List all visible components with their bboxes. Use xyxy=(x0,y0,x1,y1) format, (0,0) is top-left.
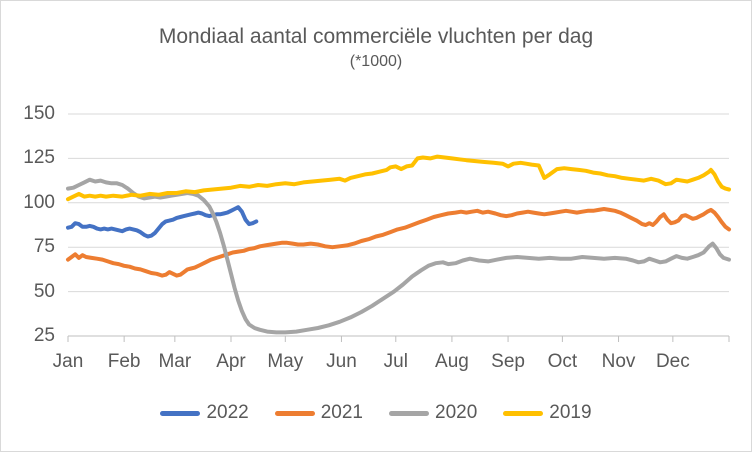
legend-label-2021: 2021 xyxy=(320,402,363,423)
series-line-2022 xyxy=(66,205,259,239)
chart-title: Mondiaal aantal commerciële vluchten per… xyxy=(158,25,594,48)
series-line-2021 xyxy=(66,207,731,278)
legend-item-2021: 2021 xyxy=(274,402,363,424)
x-tick-label-apr: Apr xyxy=(216,351,246,372)
x-tick-label-may: May xyxy=(267,351,304,372)
x-tick-label-nov: Nov xyxy=(601,351,636,372)
legend-swatch-2020 xyxy=(389,410,429,416)
legend-item-2019: 2019 xyxy=(503,402,592,424)
y-tick-label: 125 xyxy=(23,147,55,169)
x-tick-label-oct: Oct xyxy=(547,351,578,372)
legend-item-2022: 2022 xyxy=(160,402,249,424)
chart-subtitle: (*1000) xyxy=(349,53,403,70)
legend-label-2019: 2019 xyxy=(549,402,592,423)
x-tick-label-mar: Mar xyxy=(158,351,192,372)
legend-swatch-2021 xyxy=(274,410,315,416)
legend-swatch-2019 xyxy=(503,410,544,416)
y-tick-label: 150 xyxy=(23,103,55,124)
legend-label-2020: 2020 xyxy=(435,402,478,423)
y-tick-label: 50 xyxy=(33,280,55,302)
x-tick-label-sep: Sep xyxy=(491,351,525,372)
x-tick-label-aug: Aug xyxy=(435,351,469,372)
series-line-2020 xyxy=(66,177,731,335)
legend-label-2022: 2022 xyxy=(206,402,249,423)
legend-swatch-2022 xyxy=(160,410,201,416)
x-tick-label-jul: Jul xyxy=(383,351,408,372)
x-tick-label-dec: Dec xyxy=(655,351,690,372)
series-line-2019 xyxy=(66,154,731,202)
legend-item-2020: 2020 xyxy=(389,402,477,424)
x-tick-label-feb: Feb xyxy=(107,351,141,372)
x-tick-label-jun: Jun xyxy=(326,351,357,372)
chart-legend: 2022 2021 2020 2019 xyxy=(1,402,751,424)
y-tick-label: 25 xyxy=(33,325,55,346)
y-tick-label: 75 xyxy=(33,236,55,258)
x-tick-label-jan: Jan xyxy=(52,351,84,372)
y-tick-label: 100 xyxy=(23,191,55,213)
